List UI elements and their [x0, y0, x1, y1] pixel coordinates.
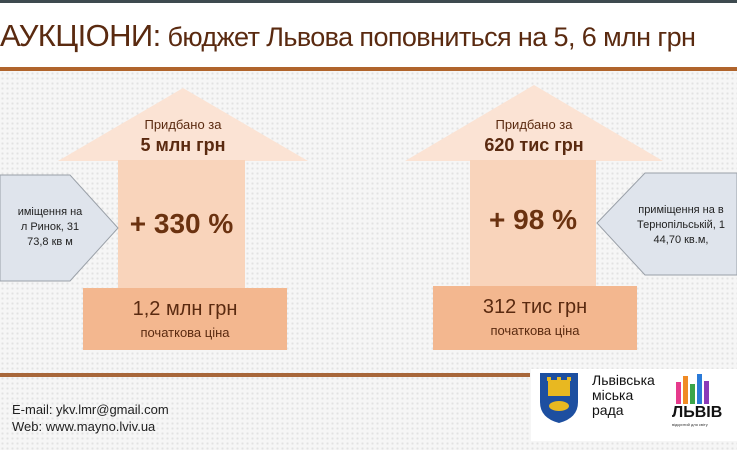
left-property-text: иміщення на л Ринок, 31 73,8 кв м — [0, 205, 100, 250]
council-line: міська — [592, 387, 634, 403]
left-bought-label: Придбано за — [144, 117, 222, 132]
property-line: 73,8 кв м — [27, 236, 73, 248]
property-line: приміщення на в — [638, 204, 724, 216]
right-arrow-shaft — [470, 160, 596, 290]
left-bought: Придбано за 5 млн грн — [58, 117, 308, 156]
council-line: рада — [592, 402, 624, 418]
contact-web[interactable]: Web: www.mayno.lviv.ua — [12, 419, 156, 434]
right-bought: Придбано за 620 тис грн — [405, 117, 663, 156]
right-property-text: приміщення на в Тернопільській, 1 44,70 … — [626, 203, 736, 248]
right-arrow-head — [405, 85, 663, 161]
title-main: АУКЦІОНИ: — [0, 18, 161, 53]
lviv-brand-text: ЛЬВІВ — [672, 404, 723, 421]
property-line: л Ринок, 31 — [20, 221, 80, 233]
city-council-logo-text: Львівська міська рада — [592, 373, 655, 418]
left-property-callout — [0, 174, 119, 282]
left-start-label: початкова ціна — [140, 325, 230, 340]
left-bought-value: 5 млн грн — [140, 135, 226, 155]
footer-divider — [0, 373, 530, 377]
left-price-box: 1,2 млн грн початкова ціна — [83, 288, 287, 350]
lviv-coat-of-arms-icon — [540, 373, 578, 423]
council-line: Львівська — [592, 372, 655, 388]
left-arrow-head — [58, 88, 308, 161]
contact-email[interactable]: E-mail: ykv.lmr@gmail.com — [12, 402, 169, 417]
lviv-brand-slogan: відкритий для світу — [672, 422, 708, 427]
right-bought-label: Придбано за — [495, 117, 573, 132]
title-underline — [0, 67, 737, 71]
left-start-value: 1,2 млн грн — [132, 298, 238, 320]
property-line: 44,70 кв.м, — [653, 234, 709, 246]
right-bought-value: 620 тис грн — [484, 135, 584, 155]
lviv-city-brand-icon — [676, 374, 709, 404]
property-line: иміщення на — [17, 206, 83, 218]
top-border — [0, 0, 737, 3]
right-start-label: початкова ціна — [490, 323, 580, 338]
property-line: Тернопільській, 1 — [637, 219, 725, 231]
title-rest: бюджет Львова поповниться на 5, 6 млн гр… — [160, 22, 696, 52]
right-price-box: 312 тис грн початкова ціна — [433, 286, 637, 350]
right-increase: + 98 % — [489, 204, 577, 235]
right-property-callout — [596, 172, 737, 276]
left-increase: + 330 % — [129, 208, 234, 239]
contact-info: E-mail: ykv.lmr@gmail.com Web: www.mayno… — [12, 401, 169, 435]
slide-title: АУКЦІОНИ: бюджет Львова поповниться на 5… — [0, 18, 737, 54]
right-start-value: 312 тис грн — [482, 296, 588, 318]
left-arrow-shaft — [118, 160, 245, 290]
